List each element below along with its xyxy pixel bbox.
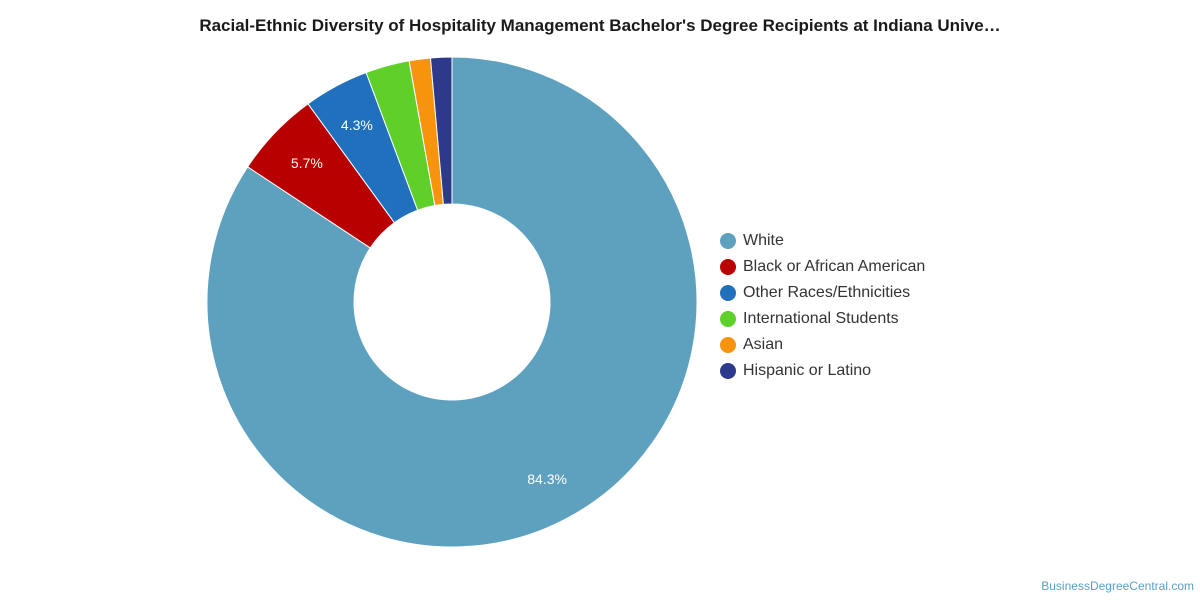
legend-label-asian: Asian [743, 336, 784, 353]
legend-marker-hispanic-or-latino [720, 363, 736, 379]
legend-label-black-or-african-american: Black or African American [743, 258, 926, 275]
slice-white[interactable] [206, 56, 698, 548]
legend-label-hispanic-or-latino: Hispanic or Latino [743, 362, 872, 379]
legend-item-asian[interactable]: Asian [720, 332, 925, 358]
slice-label-black-or-african-american: 5.7% [291, 155, 323, 171]
legend-item-other-races-ethnicities[interactable]: Other Races/Ethnicities [720, 280, 925, 306]
legend-label-international-students: International Students [743, 310, 899, 327]
slice-hispanic-or-latino[interactable] [429, 56, 453, 205]
legend-item-white[interactable]: White [720, 228, 925, 254]
slice-label-other-races-ethnicities: 4.3% [341, 117, 373, 133]
legend-marker-black-or-african-american [720, 259, 736, 275]
legend-item-hispanic-or-latino[interactable]: Hispanic or Latino [720, 358, 925, 384]
slice-label-white: 84.3% [527, 471, 567, 487]
legend-label-white: White [743, 232, 784, 249]
legend-marker-white [720, 233, 736, 249]
legend-marker-international-students [720, 311, 736, 327]
source-credit[interactable]: BusinessDegreeCentral.com [1041, 579, 1194, 593]
chart-title: Racial-Ethnic Diversity of Hospitality M… [199, 16, 1001, 35]
legend-marker-other-races-ethnicities [720, 285, 736, 301]
legend: White Black or African American Other Ra… [720, 228, 925, 384]
legend-marker-asian [720, 337, 736, 353]
legend-label-other-races-ethnicities: Other Races/Ethnicities [743, 284, 911, 301]
legend-item-black-or-african-american[interactable]: Black or African American [720, 254, 925, 280]
legend-item-international-students[interactable]: International Students [720, 306, 925, 332]
